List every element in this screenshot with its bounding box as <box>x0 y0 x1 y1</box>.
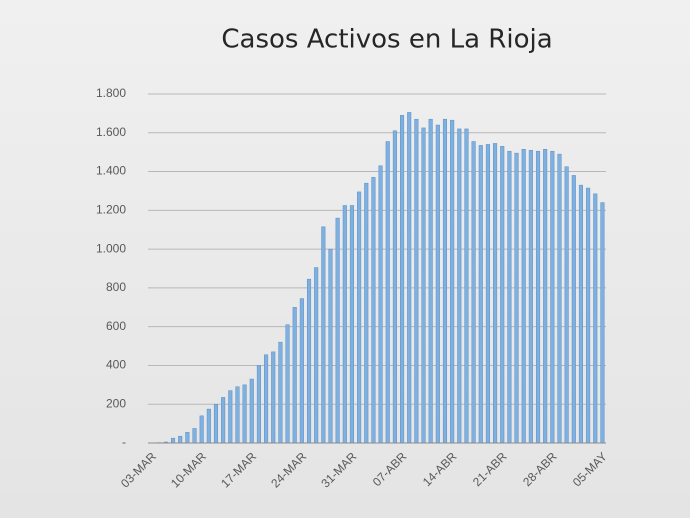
y-tick-label: 1.600 <box>96 125 126 139</box>
bar <box>471 141 476 444</box>
bar <box>192 428 197 444</box>
y-tick-label: 1.400 <box>96 164 126 178</box>
bar <box>385 141 390 444</box>
bar <box>364 182 369 444</box>
bar <box>299 298 304 444</box>
y-tick-label: 1.000 <box>96 241 126 255</box>
x-tick-label: 14-ABR <box>420 449 460 489</box>
bar <box>328 248 333 444</box>
bar <box>392 130 397 444</box>
bar <box>278 341 283 444</box>
chart-title: Casos Activos en La Rioja <box>221 25 552 55</box>
bar <box>528 149 533 444</box>
bar <box>464 128 469 444</box>
bar <box>314 267 319 444</box>
bar <box>428 118 433 444</box>
bar <box>249 378 254 444</box>
x-tick-label: 03-MAR <box>118 449 159 490</box>
bar <box>457 128 462 444</box>
bar <box>171 437 176 444</box>
bar <box>264 354 269 444</box>
y-tick-label: 1.800 <box>96 86 126 100</box>
bar <box>213 403 219 444</box>
bar <box>507 150 512 444</box>
x-tick-label: 07-ABR <box>370 449 410 489</box>
bar <box>335 217 340 444</box>
bar <box>400 115 405 444</box>
y-tick-label: 400 <box>106 358 126 372</box>
bar <box>228 390 233 444</box>
bar <box>414 118 419 444</box>
bar <box>407 112 412 444</box>
bar <box>493 143 498 444</box>
bar <box>306 278 312 444</box>
x-tick-label: 21-ABR <box>470 449 510 489</box>
bar <box>600 202 605 444</box>
bar <box>421 127 426 444</box>
bar <box>199 415 204 444</box>
y-tick-label: 200 <box>106 396 126 410</box>
y-tick-label: 800 <box>106 280 126 294</box>
bar <box>500 146 505 444</box>
bar <box>292 307 297 444</box>
bar <box>256 365 261 444</box>
bar <box>593 193 598 444</box>
bar <box>285 324 290 444</box>
bar <box>349 205 354 444</box>
bar <box>578 184 583 444</box>
bar <box>185 432 190 444</box>
bar <box>586 187 591 444</box>
x-tick-label: 24-MAR <box>268 449 309 490</box>
x-tick-label: 10-MAR <box>168 449 209 490</box>
bar <box>571 175 576 444</box>
bar <box>242 384 247 444</box>
x-tick-label: 31-MAR <box>318 449 359 490</box>
y-tick-label: - <box>122 435 126 449</box>
bar <box>514 152 519 444</box>
bar <box>521 149 526 444</box>
bar <box>378 165 383 444</box>
y-tick-label: 1.200 <box>96 203 126 217</box>
bar <box>221 397 226 444</box>
bar <box>178 435 183 444</box>
x-tick-label: 17-MAR <box>218 449 259 490</box>
bar <box>550 150 555 444</box>
bar <box>557 153 562 444</box>
bar <box>235 386 240 444</box>
bar <box>485 144 490 444</box>
bar <box>321 226 326 444</box>
bar <box>357 191 362 444</box>
bar <box>450 119 455 444</box>
bar <box>564 166 569 444</box>
bar <box>206 408 211 444</box>
x-tick-label: 28-ABR <box>520 449 560 489</box>
x-tick-label: 05-MAY <box>570 449 610 489</box>
bar <box>342 205 347 444</box>
bar <box>371 177 376 444</box>
bar <box>435 124 440 444</box>
bar <box>271 351 276 444</box>
bar <box>442 118 448 444</box>
bar <box>535 150 541 444</box>
bar <box>543 149 548 444</box>
bar <box>478 145 483 444</box>
y-tick-label: 600 <box>106 319 126 333</box>
